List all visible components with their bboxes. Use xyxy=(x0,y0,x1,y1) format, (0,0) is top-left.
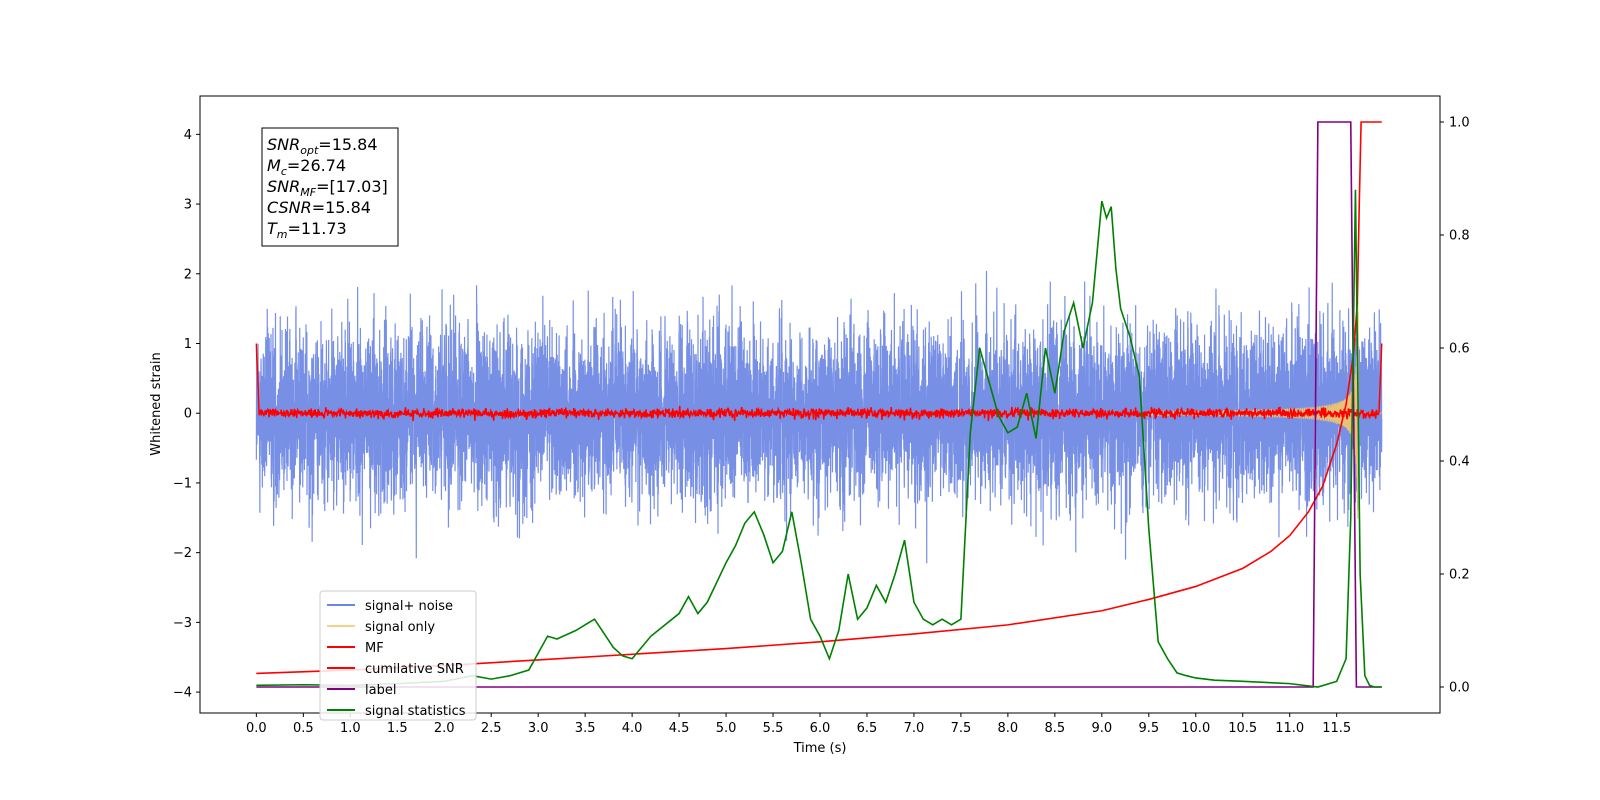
y-right-tick-label: 0.4 xyxy=(1449,455,1470,470)
series-signal-noise xyxy=(255,270,1383,564)
x-tick-label: 10.0 xyxy=(1181,721,1210,736)
series-label xyxy=(256,121,1382,688)
annotation-line: SNRopt=15.84 xyxy=(267,135,378,157)
annotation-line: SNRMF=[17.03] xyxy=(267,177,388,199)
x-tick-label: 3.5 xyxy=(575,721,596,736)
legend-label: signal only xyxy=(365,620,435,635)
y-left-tick-label: −2 xyxy=(173,546,192,561)
y-right-tick-label: 1.0 xyxy=(1449,115,1470,130)
y-left-tick-label: 4 xyxy=(184,128,192,143)
x-tick-label: 9.0 xyxy=(1091,721,1112,736)
x-tick-label: 0.0 xyxy=(246,721,267,736)
x-tick-label: 8.0 xyxy=(998,721,1019,736)
y-axis-right: 0.0 0.2 0.4 0.6 0.8 1.0 xyxy=(1440,115,1470,696)
y-left-tick-label: 0 xyxy=(184,407,192,422)
y-right-tick-label: 0.6 xyxy=(1449,341,1470,356)
y-axis-left: −4 −3 −2 −1 0 1 2 3 4 xyxy=(173,128,200,701)
x-tick-label: 7.5 xyxy=(951,721,972,736)
x-tick-label: 8.5 xyxy=(1045,721,1066,736)
series-layer xyxy=(255,121,1383,688)
x-tick-label: 11.0 xyxy=(1275,721,1304,736)
x-tick-label: 10.5 xyxy=(1228,721,1257,736)
series-signal-statistics xyxy=(256,189,1382,688)
annotation-line: CSNR=15.84 xyxy=(267,198,371,217)
annotation-frame xyxy=(261,127,399,247)
x-tick-label: 2.0 xyxy=(434,721,455,736)
annotation-line: Mc=26.74 xyxy=(267,156,346,178)
legend-label: MF xyxy=(365,641,384,656)
x-tick-label: 4.5 xyxy=(669,721,690,736)
x-tick-label: 9.5 xyxy=(1138,721,1159,736)
x-tick-label: 7.0 xyxy=(904,721,925,736)
y-left-tick-label: 2 xyxy=(184,267,192,282)
annotation-box: SNRopt=15.84Mc=26.74SNRMF=[17.03]CSNR=15… xyxy=(261,127,399,247)
series-mf xyxy=(255,343,1383,422)
annotation-line: Tm=11.73 xyxy=(267,219,347,241)
legend: signal+ noise signal only MF cumilative SNR… xyxy=(319,590,477,721)
legend-label: cumilative SNR xyxy=(365,662,464,677)
x-tick-label: 0.5 xyxy=(293,721,314,736)
y-right-tick-label: 0.2 xyxy=(1449,568,1470,583)
x-tick-label: 2.5 xyxy=(481,721,502,736)
legend-label: signal statistics xyxy=(365,704,466,719)
y-left-tick-label: 3 xyxy=(184,198,192,213)
x-tick-label: 5.5 xyxy=(763,721,784,736)
x-tick-label: 11.5 xyxy=(1322,721,1351,736)
y-left-tick-label: −3 xyxy=(173,616,192,631)
y-left-tick-label: −1 xyxy=(173,476,192,491)
legend-frame xyxy=(319,590,477,721)
x-tick-label: 4.0 xyxy=(622,721,643,736)
x-axis: 0.0 0.5 1.0 1.5 2.0 2.5 3.0 3.5 4.0 4.5 5.0 5.5 6.0 6… xyxy=(246,713,1351,736)
y-axis-label: Whitened strain xyxy=(149,352,164,455)
y-left-tick-label: −4 xyxy=(173,686,192,701)
y-left-tick-label: 1 xyxy=(184,337,192,352)
x-tick-label: 5.0 xyxy=(716,721,737,736)
x-tick-label: 6.5 xyxy=(857,721,878,736)
x-tick-label: 3.0 xyxy=(528,721,549,736)
legend-label: label xyxy=(365,683,396,698)
x-tick-label: 1.5 xyxy=(387,721,408,736)
y-right-tick-label: 0.8 xyxy=(1449,228,1470,243)
x-tick-label: 1.0 xyxy=(340,721,361,736)
series-cumilative-snr xyxy=(256,121,1382,675)
x-tick-label: 6.0 xyxy=(810,721,831,736)
legend-label: signal+ noise xyxy=(365,599,453,614)
y-right-tick-label: 0.0 xyxy=(1449,681,1470,696)
x-axis-label: Time (s) xyxy=(793,741,847,756)
